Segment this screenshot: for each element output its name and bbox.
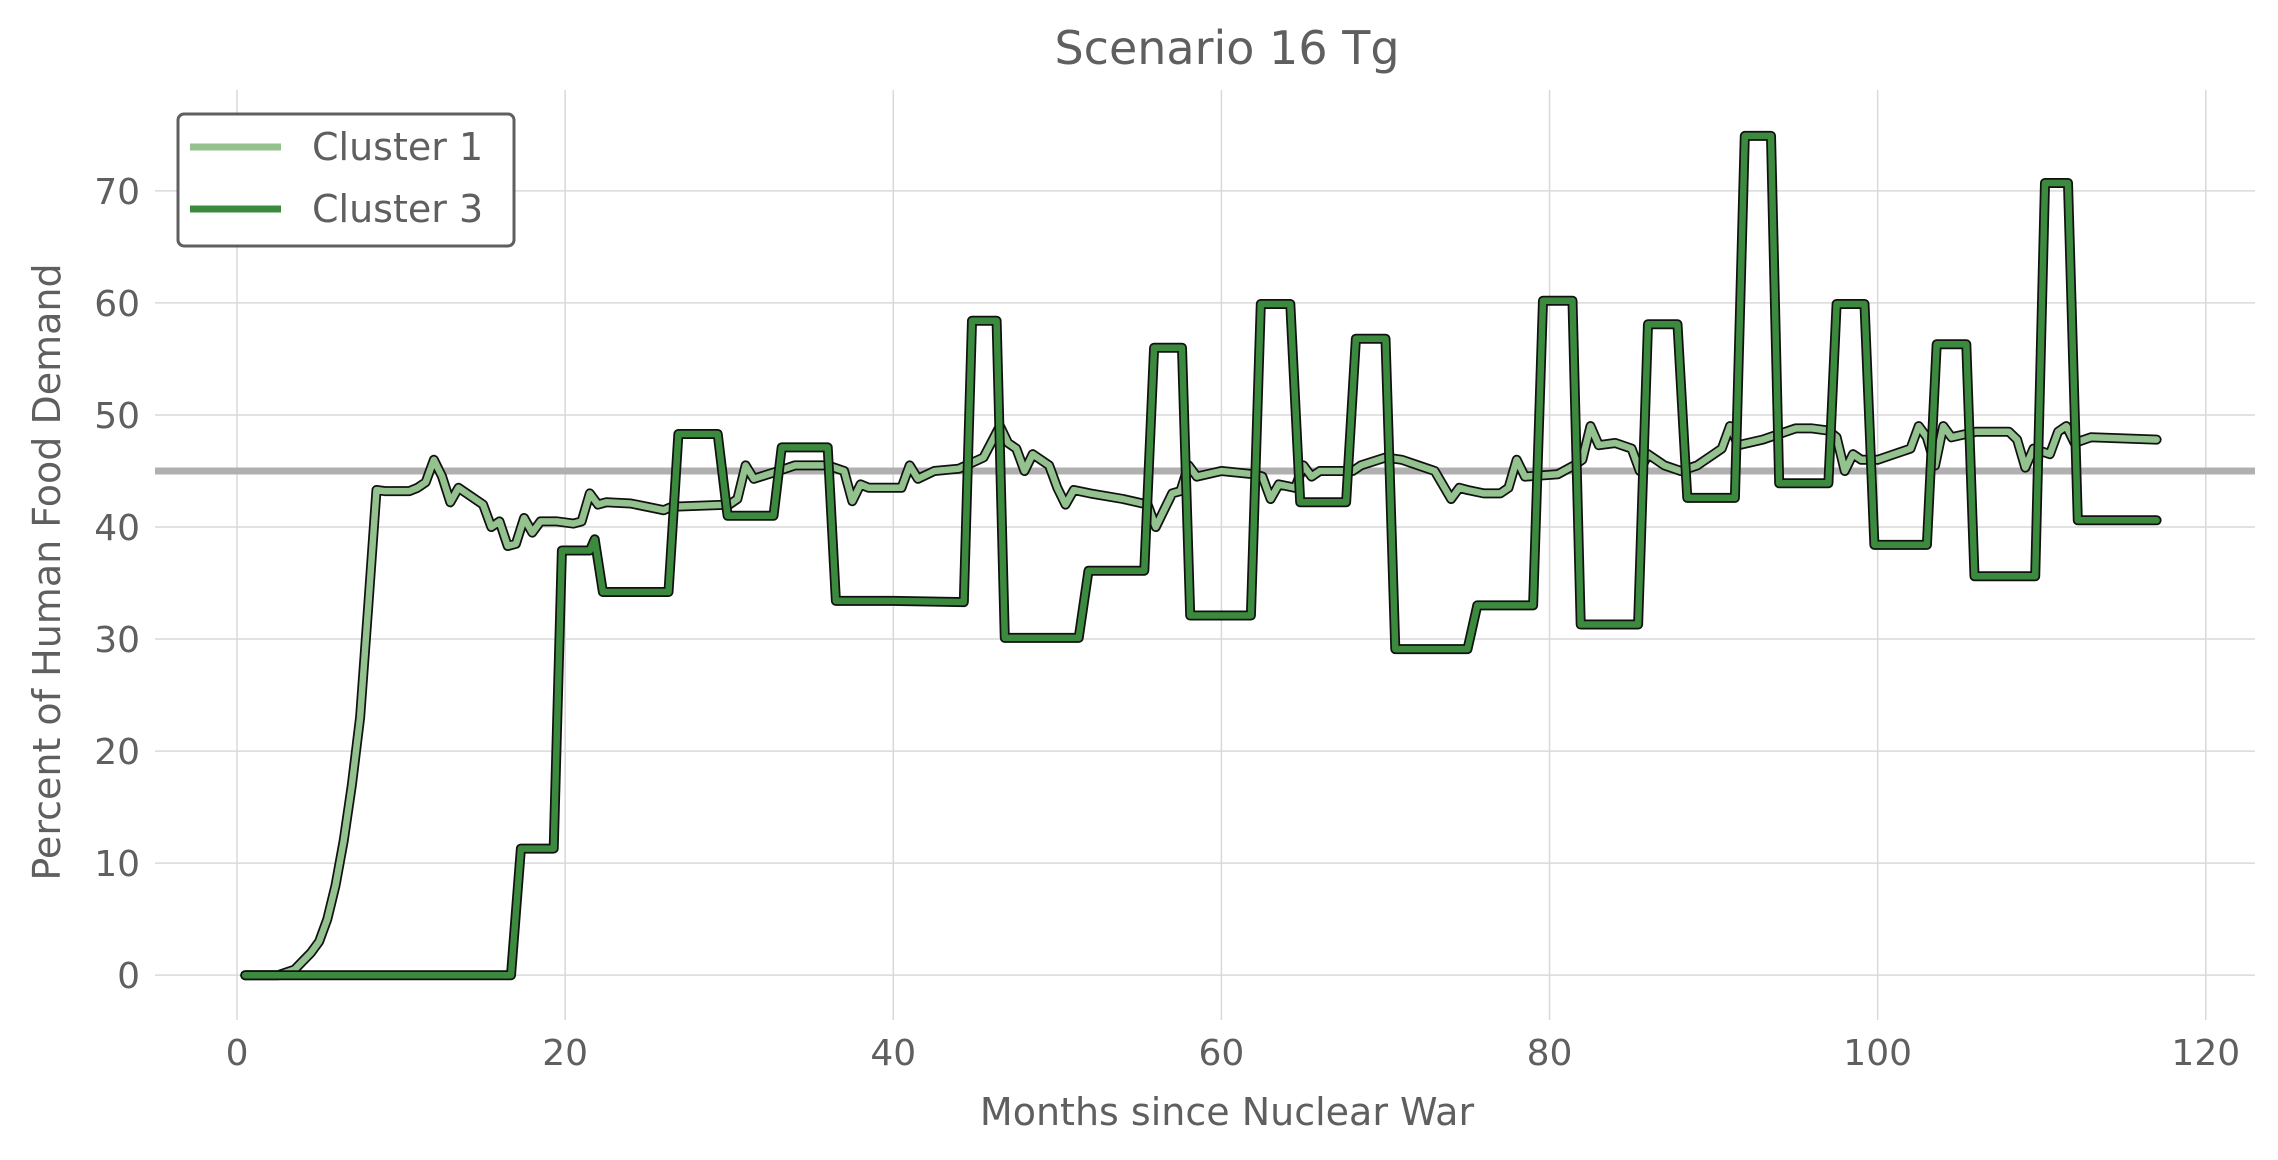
y-tick-label: 40 <box>94 508 140 549</box>
x-tick-label: 80 <box>1527 1033 1573 1074</box>
y-tick-label: 30 <box>94 620 140 661</box>
y-tick-label: 60 <box>94 284 140 325</box>
chart-title: Scenario 16 Tg <box>1054 21 1399 75</box>
series-group <box>240 130 2162 981</box>
x-tick-label: 100 <box>1843 1033 1912 1074</box>
x-axis: 0 20 40 60 80 100 120 <box>226 1033 2241 1074</box>
legend: Cluster 1 Cluster 3 <box>176 112 516 248</box>
x-axis-label: Months since Nuclear War <box>980 1090 1475 1134</box>
x-tick-label: 60 <box>1199 1033 1245 1074</box>
y-axis: 0 10 20 30 40 50 60 70 <box>94 172 140 997</box>
y-tick-label: 0 <box>117 956 140 997</box>
series-line <box>241 422 2160 979</box>
y-tick-label: 20 <box>94 732 140 773</box>
legend-label: Cluster 3 <box>312 187 483 231</box>
y-axis-label: Percent of Human Food Demand <box>25 263 69 880</box>
x-tick-label: 0 <box>226 1033 249 1074</box>
series-2 <box>240 130 2162 981</box>
x-tick-label: 120 <box>2171 1033 2240 1074</box>
series-1 <box>240 421 2162 981</box>
y-tick-label: 50 <box>94 396 140 437</box>
x-tick-label: 20 <box>542 1033 588 1074</box>
x-tick-label: 40 <box>870 1033 916 1074</box>
y-tick-label: 10 <box>94 844 140 885</box>
series-line <box>241 132 2160 979</box>
legend-label: Cluster 1 <box>312 125 483 169</box>
y-tick-label: 70 <box>94 172 140 213</box>
